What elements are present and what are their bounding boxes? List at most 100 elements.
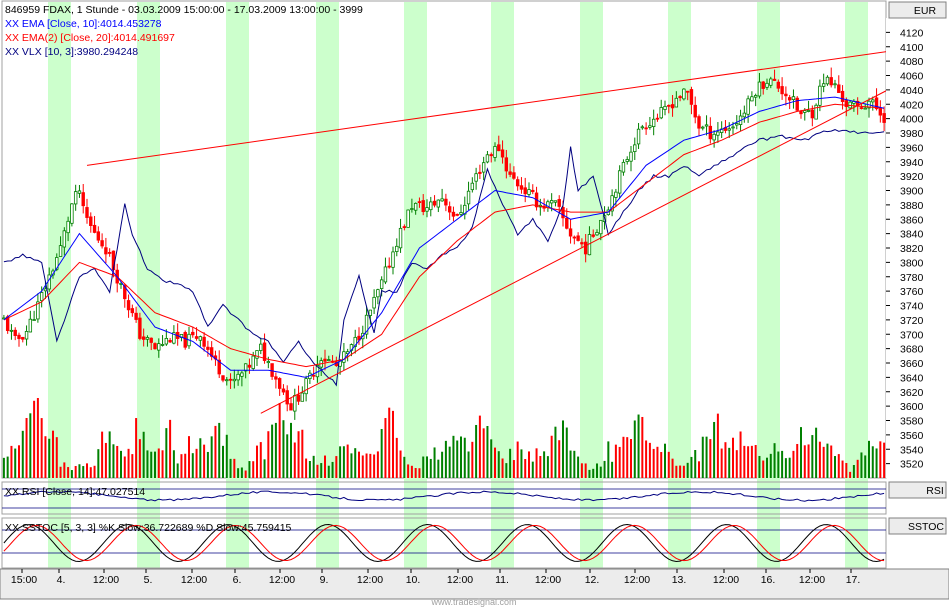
volume-bar [705, 436, 708, 478]
candle-body [557, 199, 561, 207]
volume-bar [611, 461, 614, 478]
candle-body [863, 107, 867, 110]
price-axis: 4120 4100 4080 4060 4040 4020 4000 3980 3960 3940… [886, 18, 949, 478]
price-tick-label: 3920 [900, 171, 924, 183]
candle-body [689, 89, 694, 105]
volume-bar [320, 463, 323, 478]
volume-bar [807, 444, 810, 478]
price-tick-label: 3600 [900, 401, 924, 413]
price-tick-label: 3880 [900, 200, 924, 212]
candle-body [43, 288, 48, 292]
candle-body [761, 81, 765, 89]
volume-bar [834, 456, 836, 478]
candle-body [172, 332, 176, 344]
volume-bar [40, 418, 43, 478]
candle-body [833, 83, 837, 86]
candle-body [32, 319, 36, 321]
price-tick-label: 3960 [900, 142, 924, 154]
volume-bar [335, 456, 338, 478]
price-tick-label: 3620 [900, 387, 924, 399]
volume-bar [467, 451, 470, 478]
volume-bar [252, 461, 255, 478]
price-tick-label: 4020 [900, 99, 924, 111]
price-tick-label: 3660 [900, 358, 924, 370]
volume-bar [444, 440, 447, 478]
volume-bar [271, 424, 274, 478]
candle-body [561, 207, 565, 219]
volume-bar [82, 466, 85, 478]
volume-bar [403, 456, 406, 478]
volume-bar [675, 465, 678, 478]
volume-bar [747, 446, 750, 478]
candle-body [225, 379, 229, 382]
indicator-lines [3, 96, 885, 387]
volume-bar [384, 418, 387, 478]
trendlines[interactable] [86, 49, 896, 414]
volume-bar [210, 436, 213, 478]
candle-body [342, 351, 346, 363]
candle-body [368, 309, 373, 316]
price-axis-bg [886, 18, 949, 478]
volume-bar [822, 446, 825, 478]
candle-body [191, 331, 195, 336]
volume-bar [25, 417, 28, 478]
volume-bar [161, 450, 164, 478]
candle-body [651, 118, 656, 127]
candle-body [436, 199, 441, 208]
candle-body [625, 159, 629, 162]
price-tick-label: 4000 [900, 114, 924, 126]
volume-bar [373, 454, 376, 478]
candle-body [803, 110, 807, 113]
candle-body [859, 107, 864, 109]
candle-body [160, 344, 165, 346]
volume-bar [55, 437, 58, 478]
candle-body [89, 216, 93, 227]
candle-body [871, 99, 875, 103]
volume-bar [837, 454, 840, 478]
ema10-line [3, 96, 885, 378]
volume-bar [509, 448, 512, 478]
candle-body [610, 195, 614, 212]
candle-body [293, 395, 297, 412]
ema20-legend: XX EMA(2) [Close, 20]:4014.491697 [5, 32, 175, 44]
candle-body [104, 247, 108, 255]
volume-bar [539, 456, 542, 478]
volume-bar [184, 453, 187, 478]
candle-body [481, 162, 486, 173]
candle-body [70, 203, 74, 224]
candle-body [576, 235, 580, 241]
volume-bar [63, 462, 66, 478]
candle-body [746, 98, 750, 115]
highlight-band [668, 2, 691, 568]
volume-bar [660, 452, 663, 478]
volume-bar [59, 466, 62, 478]
volume-bar [305, 458, 308, 478]
volume-bar [376, 451, 379, 478]
candle-body [674, 97, 679, 108]
volume-bar [188, 436, 190, 478]
volume-bar [607, 441, 610, 478]
candle-body [806, 110, 811, 112]
candle-body [285, 390, 289, 405]
candle-body [489, 154, 493, 157]
candle-body [750, 96, 754, 102]
time-tick-label: 17. [846, 574, 861, 586]
volume-bar [278, 402, 281, 478]
candle-body [712, 133, 716, 141]
volume-bar [777, 451, 780, 478]
candle-body [716, 131, 720, 136]
volume-bar [146, 450, 149, 478]
candle-body [580, 242, 584, 245]
candle-body [198, 336, 203, 341]
candle-body [493, 146, 497, 158]
volume-bar [652, 448, 655, 478]
candle-body [421, 200, 425, 213]
candle-body [553, 200, 558, 203]
volume-bar [350, 453, 353, 478]
rsi-badge [888, 481, 947, 499]
volume-bar [562, 420, 564, 478]
time-tick-label: 12:00 [269, 574, 295, 586]
volume-bar [641, 416, 644, 478]
time-tick-label: 11. [495, 574, 509, 586]
